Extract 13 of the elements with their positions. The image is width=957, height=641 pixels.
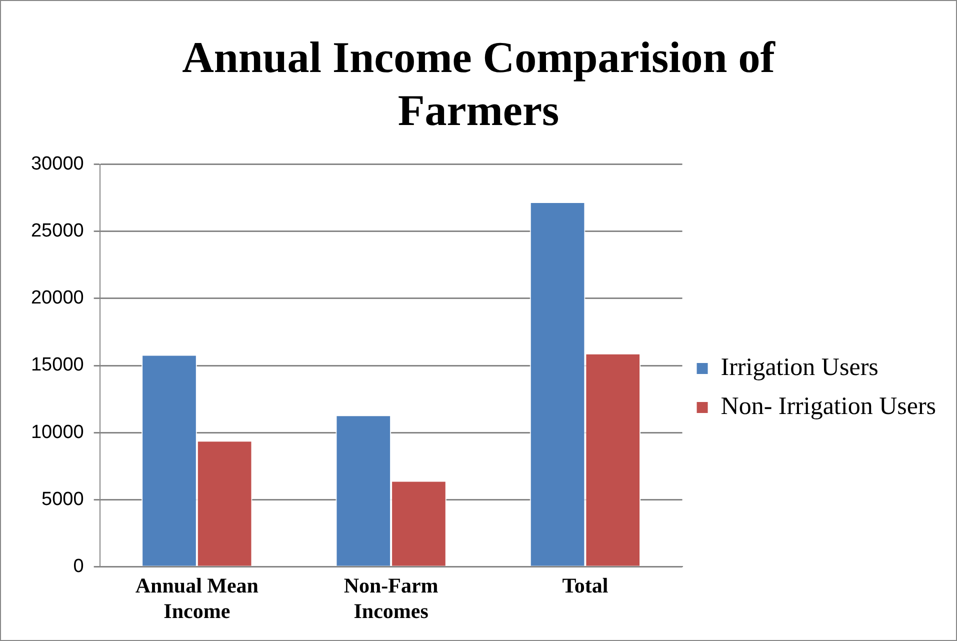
legend-label: Non- Irrigation Users [720, 393, 936, 420]
y-tick-label: 15000 [30, 354, 84, 376]
y-tick-label: 30000 [30, 154, 84, 175]
y-tick-label: 10000 [30, 422, 84, 443]
legend-label: Irrigation Users [720, 354, 878, 382]
x-tick-label: Annual Mean Income [135, 574, 259, 623]
y-tick-label: 25000 [30, 220, 84, 242]
x-tick-label: Total [562, 574, 608, 598]
y-tick-label: 5000 [42, 488, 84, 510]
y-tick-label: 0 [73, 556, 84, 577]
chart-title: Annual Income Comparision of Farmers [181, 32, 776, 137]
x-tick-label: Non-Farm Incomes [344, 574, 439, 623]
y-tick-label: 20000 [30, 288, 84, 309]
